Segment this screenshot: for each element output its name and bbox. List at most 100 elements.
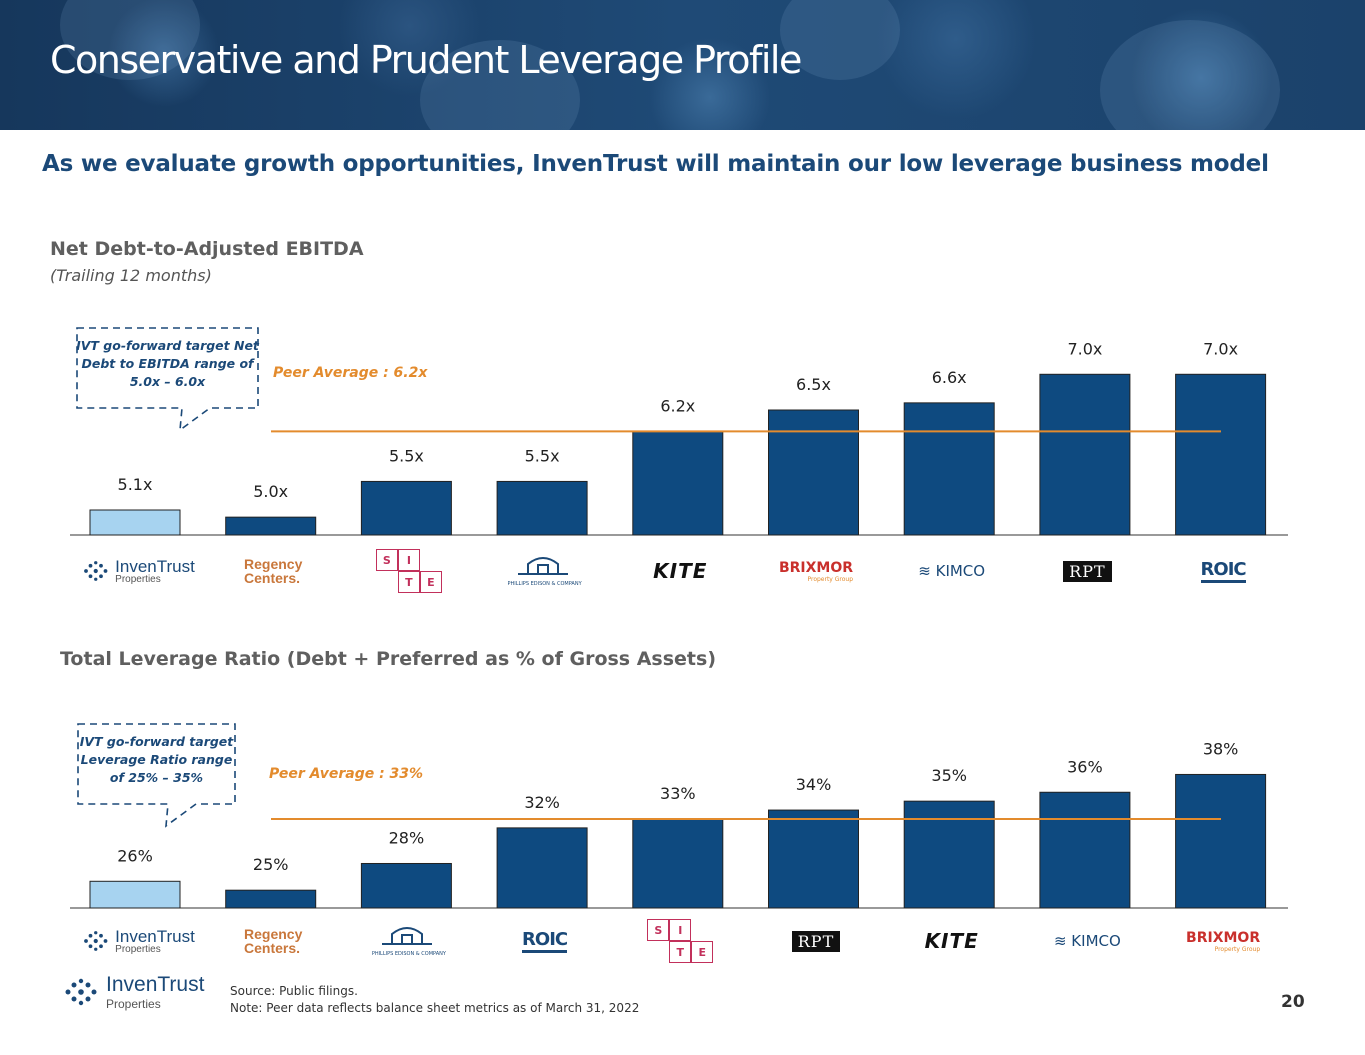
source-text: Source: Public filings. bbox=[230, 984, 358, 998]
chart1-bar-7 bbox=[903, 402, 995, 536]
chart2-callout-box bbox=[77, 723, 236, 828]
chart2-bar-2 bbox=[225, 889, 317, 909]
chart2-bar-8 bbox=[1039, 791, 1131, 909]
phillips-edison-logo: PHILLIPS EDISON & COMPANY bbox=[372, 926, 446, 957]
logos2-slot-2: Regency Centers. bbox=[206, 914, 341, 968]
chart2-value-label-1: 26% bbox=[117, 846, 153, 865]
chart1-value-label-1: 5.1x bbox=[118, 475, 153, 494]
phillips-edison-logo: PHILLIPS EDISON & COMPANY bbox=[508, 556, 582, 587]
chart1-bar-5 bbox=[632, 430, 724, 536]
logos2-slot-4: ROIC bbox=[477, 914, 612, 968]
logos1-slot-6: BRIXMOR Property Group bbox=[749, 543, 884, 599]
site-logo-cell: S bbox=[375, 549, 398, 571]
chart1-bar-3 bbox=[360, 480, 452, 536]
kimco-logo: ≋ KIMCO bbox=[1053, 932, 1121, 950]
logos1-slot-8: RPT bbox=[1020, 543, 1155, 599]
chart2-value-label-6: 34% bbox=[796, 775, 832, 794]
inventrust-logo: InvenTrust Properties bbox=[80, 927, 195, 955]
chart2-value-label-9: 38% bbox=[1203, 739, 1239, 758]
chart1-value-label-9: 7.0x bbox=[1203, 339, 1238, 358]
chart1-value-label-8: 7.0x bbox=[1067, 339, 1102, 358]
note-text: Note: Peer data reflects balance sheet m… bbox=[230, 1001, 640, 1015]
chart1-bar-8 bbox=[1039, 373, 1131, 536]
logos2-slot-3: PHILLIPS EDISON & COMPANY bbox=[341, 914, 476, 968]
chart1-callout-line-2: Debt to EBITDA range of bbox=[82, 356, 256, 371]
brixmor-logo: BRIXMOR Property Group bbox=[779, 560, 853, 583]
chart2-value-label-4: 32% bbox=[524, 793, 560, 812]
chart1-value-label-3: 5.5x bbox=[389, 446, 424, 465]
chart2-bar-3 bbox=[360, 862, 452, 909]
chart1-bar-1 bbox=[89, 509, 181, 536]
logos2-slot-9: BRIXMOR Property Group bbox=[1156, 914, 1291, 968]
chart1-callout-box bbox=[76, 327, 259, 432]
chart2-value-label-7: 35% bbox=[931, 766, 967, 785]
chart2-peer-average-label: Peer Average : 33% bbox=[269, 766, 423, 782]
regency-centers-logo: Regency Centers. bbox=[244, 557, 302, 585]
chart2-bar-6 bbox=[768, 809, 859, 909]
inventrust-globe-icon bbox=[84, 931, 108, 951]
logos1-slot-1: InvenTrust Properties bbox=[70, 543, 205, 599]
regency-logo-line2: Centers. bbox=[244, 940, 301, 956]
phillips-edison-logo-text: PHILLIPS EDISON & COMPANY bbox=[371, 950, 446, 957]
chart1-value-label-4: 5.5x bbox=[525, 446, 560, 465]
site-logo-cell: I bbox=[397, 549, 420, 571]
kite-logo: KITE bbox=[924, 929, 979, 953]
chart2-callout-line-2: Leverage Ratio range bbox=[81, 752, 233, 767]
chart2-callout-line-3: of 25% – 35% bbox=[110, 770, 203, 785]
site-logo-cell: T bbox=[669, 941, 692, 963]
chart1-subtitle: (Trailing 12 months) bbox=[50, 266, 212, 285]
inventrust-logo-name: InvenTrust bbox=[115, 556, 195, 576]
chart2-title: Total Leverage Ratio (Debt + Preferred a… bbox=[60, 648, 717, 670]
kite-logo: KITE bbox=[653, 559, 708, 583]
logos1-slot-4: PHILLIPS EDISON & COMPANY bbox=[477, 543, 612, 599]
phillips-edison-house-icon bbox=[517, 556, 568, 575]
chart2-value-label-8: 36% bbox=[1067, 757, 1103, 776]
site-logo-cell: I bbox=[669, 919, 692, 941]
rpt-logo: RPT bbox=[1063, 560, 1112, 582]
chart2-callout-line-1: IVT go-forward target bbox=[80, 734, 235, 749]
site-logo-cell bbox=[691, 919, 713, 941]
chart1-title: Net Debt-to-Adjusted EBITDA bbox=[50, 238, 364, 260]
inventrust-logo-sub: Properties bbox=[115, 943, 161, 955]
site-logo-cell: T bbox=[397, 571, 420, 593]
header-banner bbox=[0, 0, 1365, 130]
chart1-value-label-5: 6.2x bbox=[660, 396, 695, 415]
regency-centers-logo: Regency Centers. bbox=[244, 927, 302, 955]
chart2-total-leverage-ratio: 26% 25% 28% 32% 33% 34% 35% 36% 38% Peer Average … bbox=[70, 723, 1288, 909]
page-title: Conservative and Prudent Leverage Profil… bbox=[50, 38, 802, 82]
roic-logo: ROIC bbox=[522, 929, 568, 953]
logos2-slot-1: InvenTrust Properties bbox=[70, 914, 205, 968]
chart1-bar-2 bbox=[225, 516, 317, 536]
phillips-edison-logo-text: PHILLIPS EDISON & COMPANY bbox=[507, 580, 582, 587]
chart2-bar-7 bbox=[903, 800, 995, 909]
chart1-bar-9 bbox=[1175, 373, 1267, 536]
chart1-callout-line-1: IVT go-forward target Net bbox=[76, 338, 260, 353]
phillips-edison-house-icon bbox=[381, 926, 432, 945]
chart1-peer-average-label: Peer Average : 6.2x bbox=[273, 365, 428, 381]
chart2-bar-9 bbox=[1175, 773, 1267, 909]
rpt-logo: RPT bbox=[791, 930, 841, 952]
chart1-value-label-6: 6.5x bbox=[796, 375, 831, 394]
page-number: 20 bbox=[1281, 992, 1305, 1012]
brixmor-logo: BRIXMOR Property Group bbox=[1186, 930, 1260, 953]
logos1-slot-9: ROIC bbox=[1156, 543, 1291, 599]
footer-logo-sub: Properties bbox=[106, 997, 161, 1011]
chart2-bar-4 bbox=[496, 827, 588, 909]
inventrust-logo: InvenTrust Properties bbox=[80, 557, 195, 585]
site-logo-cell bbox=[647, 941, 669, 963]
site-logo-cell bbox=[376, 571, 398, 593]
chart2-value-label-5: 33% bbox=[660, 784, 696, 803]
inventrust-logo-name: InvenTrust bbox=[115, 926, 195, 946]
brixmor-logo-name: BRIXMOR bbox=[1186, 929, 1261, 946]
logos2-slot-7: KITE bbox=[884, 914, 1019, 968]
chart1-value-label-7: 6.6x bbox=[932, 368, 967, 387]
chart2-bar-5 bbox=[632, 818, 724, 909]
regency-logo-line1: Regency bbox=[244, 556, 303, 572]
logos1-slot-7: ≋ KIMCO bbox=[884, 543, 1019, 599]
site-logo-cell: E bbox=[691, 941, 714, 963]
chart1-callout-line-3: 5.0x – 6.0x bbox=[130, 374, 206, 389]
footer-logo-name: InvenTrust bbox=[106, 973, 205, 996]
